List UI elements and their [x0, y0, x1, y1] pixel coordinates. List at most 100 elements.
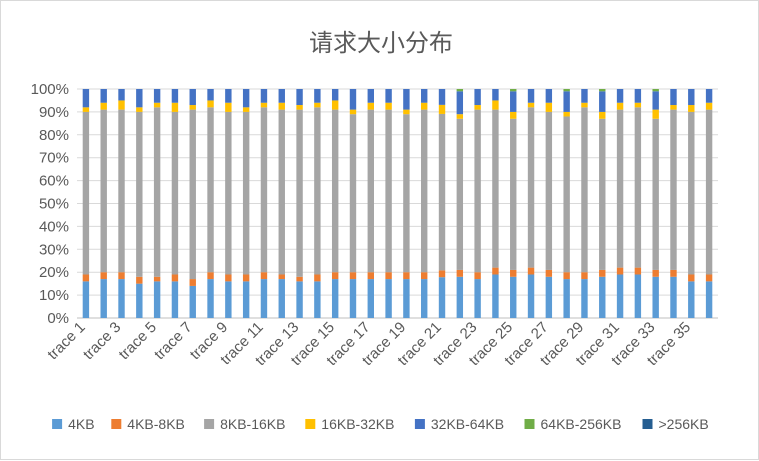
bar-segment [367, 89, 374, 103]
bar-segment [670, 276, 677, 318]
bar-segment [705, 281, 713, 318]
bar-segment [207, 279, 214, 318]
bar-stack [385, 89, 392, 318]
bar-segment [385, 102, 392, 110]
bar-segment [563, 111, 570, 117]
bar-segment [634, 274, 642, 318]
bar-segment [82, 107, 90, 112]
bar-stack [599, 89, 606, 318]
bar-stack [652, 89, 659, 318]
bar-segment [563, 89, 570, 92]
bar-segment [474, 109, 481, 273]
bar-segment [581, 102, 588, 108]
y-tick-label: 100% [31, 81, 69, 98]
bar-stack [296, 89, 303, 318]
bar-segment [421, 89, 428, 103]
bar-segment [492, 109, 499, 268]
bar-segment [652, 109, 659, 119]
bar-segment [616, 267, 624, 275]
y-tick-label: 80% [39, 127, 69, 144]
bar-segment [171, 102, 179, 112]
bar-segment [403, 279, 410, 318]
bar-segment [634, 107, 642, 268]
legend-item: 16KB-32KB [305, 416, 394, 432]
bar-segment [207, 100, 214, 108]
bar-stack [705, 89, 713, 318]
bar-stack [367, 89, 374, 318]
bar-segment [652, 276, 659, 318]
bar-segment [545, 102, 553, 112]
bar-segment [599, 111, 606, 119]
bar-segment [403, 114, 410, 273]
bar-segment [171, 89, 179, 103]
bar-stack [670, 89, 677, 318]
bar-segment [563, 279, 570, 318]
bar-segment [278, 102, 285, 110]
bar-segment [118, 272, 125, 280]
bar-segment [296, 89, 303, 106]
bar-segment [670, 109, 677, 270]
bar-stack [207, 89, 214, 318]
bar-segment [207, 89, 214, 101]
bar-segment [599, 89, 606, 92]
legend-item: 4KB-8KB [111, 416, 185, 432]
bars [82, 89, 713, 318]
bar-segment [670, 89, 677, 106]
bar-segment [510, 269, 517, 277]
bar-segment [510, 276, 517, 318]
bar-segment [688, 89, 695, 106]
bar-segment [688, 111, 695, 275]
bar-segment [260, 102, 268, 108]
bar-stack [492, 89, 499, 318]
bar-segment [171, 274, 179, 282]
bar-segment [207, 272, 214, 280]
bar-segment [510, 118, 517, 270]
legend-item: >256KB [642, 416, 709, 432]
bar-segment [421, 102, 428, 110]
bar-stack [421, 89, 428, 318]
bar-segment [599, 91, 606, 112]
bar-segment [492, 267, 499, 275]
bar-segment [705, 274, 713, 282]
bar-segment [527, 89, 535, 103]
bar-segment [652, 118, 659, 270]
bar-segment [118, 89, 125, 101]
bar-segment [581, 107, 588, 273]
bar-segment [474, 272, 481, 280]
bar-segment [278, 89, 285, 103]
bar-segment [100, 272, 107, 280]
bar-segment [670, 269, 677, 277]
legend-label: 8KB-16KB [220, 416, 285, 432]
bar-segment [403, 109, 410, 115]
bar-segment [349, 272, 357, 280]
bar-segment [296, 105, 303, 110]
x-tick-label: trace 3 [80, 319, 124, 363]
bar-stack [688, 89, 695, 318]
bar-stack [225, 89, 232, 318]
bar-segment [153, 89, 161, 103]
bar-segment [438, 104, 446, 114]
bar-segment [314, 89, 321, 103]
bar-segment [616, 89, 624, 103]
bar-segment [331, 100, 339, 110]
bar-stack [527, 89, 535, 318]
bar-segment [634, 102, 642, 108]
axes: 0%10%20%30%40%50%60%70%80%90%100%trace 1… [31, 81, 694, 369]
bar-segment [545, 89, 553, 103]
legend-label: 4KB-8KB [127, 416, 185, 432]
bar-stack [153, 89, 161, 318]
bar-segment [242, 107, 250, 112]
bar-segment [492, 100, 499, 110]
bar-stack [474, 89, 481, 318]
y-tick-label: 30% [39, 241, 69, 258]
bar-segment [100, 89, 107, 103]
bar-segment [349, 89, 357, 110]
bar-segment [136, 89, 143, 108]
bar-segment [136, 111, 143, 277]
legend-swatch [52, 419, 63, 429]
bar-segment [189, 105, 196, 110]
bar-segment [189, 279, 196, 286]
bar-segment [510, 89, 517, 92]
bar-segment [225, 281, 232, 318]
